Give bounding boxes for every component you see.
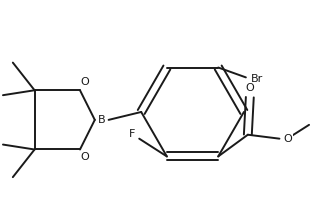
Text: O: O (81, 77, 89, 87)
Text: B: B (98, 115, 106, 125)
Text: O: O (283, 134, 292, 144)
Text: F: F (129, 129, 136, 139)
Text: O: O (81, 152, 89, 162)
Text: O: O (246, 83, 254, 93)
Text: Br: Br (251, 74, 263, 84)
